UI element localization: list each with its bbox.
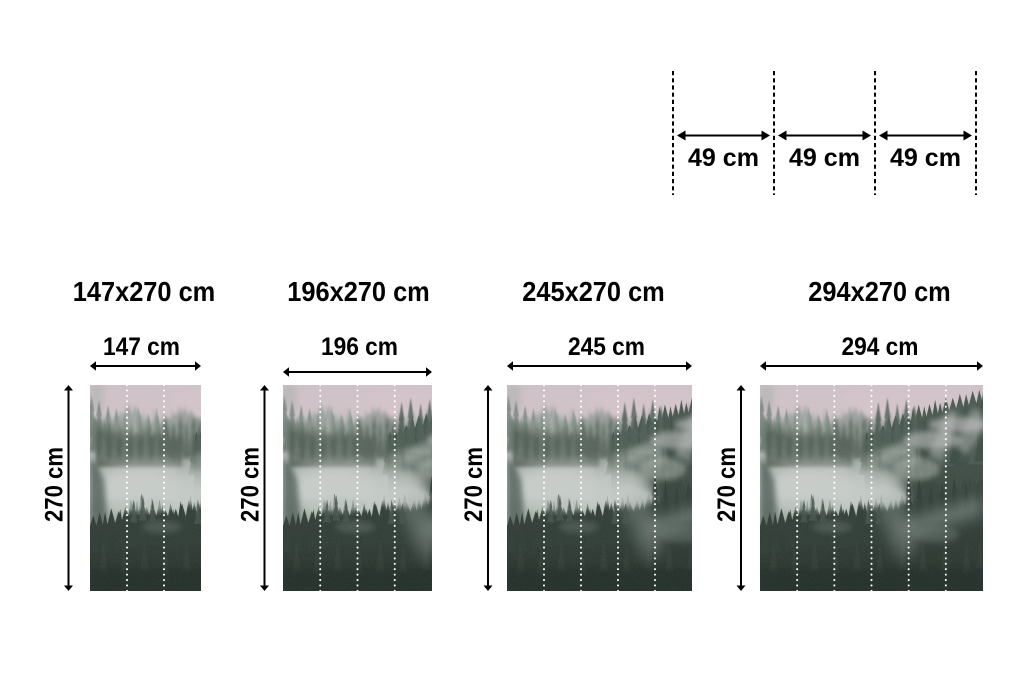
svg-text:49 cm: 49 cm (890, 144, 961, 172)
svg-text:245 cm: 245 cm (568, 333, 645, 361)
svg-text:245x270 cm: 245x270 cm (522, 276, 665, 307)
svg-text:294 cm: 294 cm (842, 333, 919, 361)
svg-text:49 cm: 49 cm (789, 144, 860, 172)
svg-text:196 cm: 196 cm (321, 333, 398, 361)
svg-text:49 cm: 49 cm (688, 144, 759, 172)
svg-text:196x270 cm: 196x270 cm (287, 276, 430, 307)
svg-text:270 cm: 270 cm (460, 447, 488, 522)
svg-text:270 cm: 270 cm (713, 447, 741, 522)
svg-text:270 cm: 270 cm (41, 447, 69, 522)
svg-text:294x270 cm: 294x270 cm (808, 276, 951, 307)
svg-text:270 cm: 270 cm (237, 447, 265, 522)
svg-text:147 cm: 147 cm (103, 333, 180, 361)
svg-text:147x270 cm: 147x270 cm (73, 276, 216, 307)
